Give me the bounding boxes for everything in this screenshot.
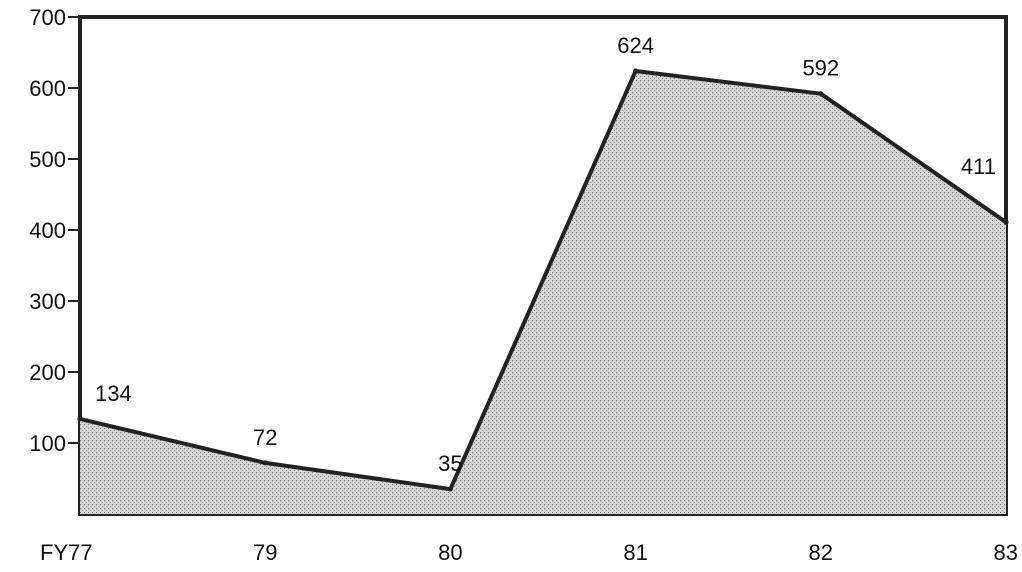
data-label: 624 <box>617 33 654 58</box>
data-label: 35 <box>438 451 462 476</box>
x-tick-label: 83 <box>994 540 1018 565</box>
data-label: 411 <box>961 154 996 179</box>
data-labels: 134 72 35 624 592 411 <box>95 33 996 476</box>
data-point <box>262 460 268 466</box>
y-tick-label: 600 <box>29 76 66 101</box>
x-axis: FY77 79 80 81 82 83 <box>40 540 1018 565</box>
y-axis: 100 200 300 400 500 600 700 <box>29 5 80 456</box>
x-tick-label: 82 <box>809 540 833 565</box>
y-tick-label: 700 <box>29 5 66 30</box>
data-label: 134 <box>95 381 132 406</box>
data-label: 592 <box>802 56 839 81</box>
x-tick-label: FY77 <box>40 540 93 565</box>
y-tick-label: 400 <box>29 218 66 243</box>
x-tick-label: 79 <box>253 540 277 565</box>
x-tick-label: 81 <box>623 540 647 565</box>
series-line <box>79 69 1008 492</box>
y-tick-label: 500 <box>29 147 66 172</box>
data-point <box>818 91 824 97</box>
data-label: 72 <box>253 425 277 450</box>
y-tick-label: 200 <box>29 360 66 385</box>
data-point <box>633 68 639 74</box>
x-tick-label: 80 <box>438 540 462 565</box>
y-tick-label: 100 <box>29 431 66 456</box>
data-point <box>1003 219 1009 225</box>
area-fill <box>80 71 1006 514</box>
data-point <box>77 416 83 422</box>
y-tick-label: 300 <box>29 289 66 314</box>
data-point <box>447 486 453 492</box>
